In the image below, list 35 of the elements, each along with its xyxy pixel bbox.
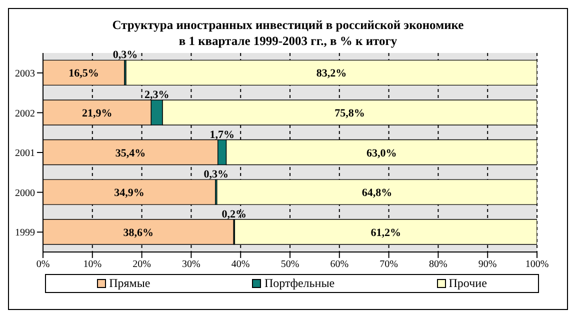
- legend-label: Портфельные: [263, 276, 335, 291]
- data-label: 21,9%: [82, 107, 112, 120]
- x-tick-label: 60%: [330, 259, 349, 270]
- x-tick-label: 30%: [182, 259, 200, 270]
- x-tick-label: 10%: [83, 259, 102, 270]
- x-tick-label: 20%: [132, 259, 151, 270]
- data-label: 63,0%: [366, 147, 397, 160]
- x-tick-label: 90%: [478, 259, 497, 270]
- data-label: 34,9%: [114, 187, 144, 200]
- data-label: 16,5%: [68, 68, 99, 80]
- data-label: 1,7%: [210, 128, 234, 141]
- legend-label: Прямые: [108, 276, 150, 291]
- data-label: 0,3%: [204, 168, 229, 181]
- data-label: 2,3%: [144, 88, 170, 101]
- data-label: 61,2%: [370, 226, 401, 239]
- legend-label: Прочие: [448, 276, 487, 291]
- x-tick-label: 100%: [525, 259, 549, 270]
- x-tick-label: 40%: [231, 259, 250, 270]
- y-tick-label: 1999: [15, 228, 35, 239]
- x-tick-label: 70%: [380, 259, 398, 270]
- y-tick-label: 2002: [15, 108, 35, 120]
- x-tick-label: 80%: [429, 259, 448, 270]
- y-tick-label: 2000: [15, 188, 35, 199]
- y-tick-label: 2001: [15, 148, 35, 160]
- x-tick-label: 0%: [36, 259, 50, 270]
- data-label: 35,4%: [115, 147, 146, 160]
- y-tick-label: 2003: [15, 68, 35, 80]
- data-label: 0,2%: [222, 208, 247, 220]
- data-label: 0,3%: [112, 49, 138, 62]
- data-label: 64,8%: [362, 187, 392, 200]
- x-tick-label: 50%: [280, 259, 300, 270]
- data-label: 83,2%: [316, 68, 347, 80]
- data-label: 38,6%: [123, 226, 154, 239]
- chart-title: Структура иностранных инвестиций в российской экономике в 1 квартале 1999-2003 гг., в % к итогу: [111, 17, 465, 49]
- data-label: 75,8%: [334, 107, 365, 120]
